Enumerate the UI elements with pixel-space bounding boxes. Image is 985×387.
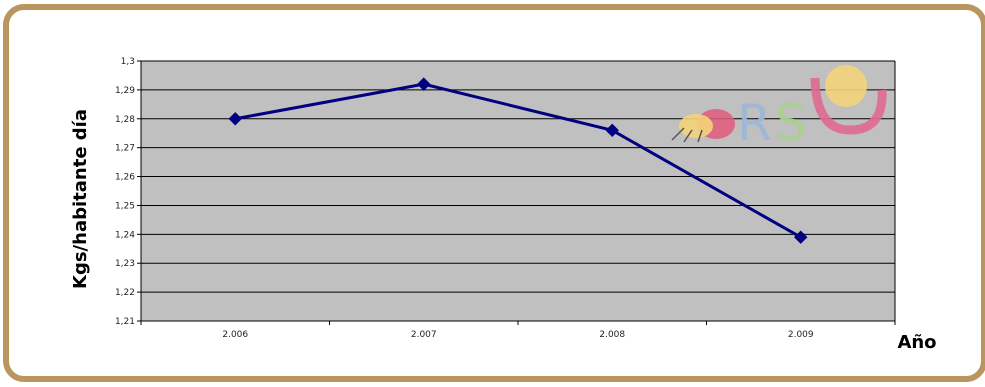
data-point-marker	[417, 77, 431, 91]
logo-text-s: S	[775, 94, 807, 152]
plot-area	[141, 61, 895, 321]
x-tick-label: 2.008	[599, 330, 625, 340]
data-point-marker	[605, 123, 619, 138]
series-line	[234, 82, 802, 239]
gridlines	[141, 60, 895, 293]
logo-bug-legs	[671, 127, 703, 143]
logo-bug	[679, 114, 713, 138]
x-axis-title: Año	[897, 332, 936, 353]
y-tick-label: 1,23	[115, 259, 135, 269]
y-tick-label: 1,27	[115, 144, 135, 154]
y-tick-label: 1,25	[115, 201, 135, 211]
data-point-marker	[228, 112, 242, 126]
x-tick-label: 2.006	[222, 330, 248, 340]
logo-sun	[825, 65, 867, 107]
x-tick-label: 2.009	[788, 330, 814, 340]
logo-text-u	[810, 77, 887, 135]
rsu-logo: R S	[671, 65, 887, 152]
y-tick-label: 1,21	[115, 317, 135, 327]
y-tick-label: 1,29	[115, 86, 135, 96]
series-layer	[228, 77, 808, 244]
x-tick-label: 2.007	[411, 330, 437, 340]
logo-text-r: R	[737, 94, 772, 152]
y-tick-label: 1,22	[115, 288, 135, 298]
axes	[137, 60, 896, 325]
y-tick-label: 1,26	[115, 173, 135, 183]
y-tick-label: 1,3	[121, 57, 135, 67]
data-point-marker	[794, 230, 808, 244]
y-tick-label: 1,24	[115, 230, 135, 240]
y-axis-title: Kgs/habitante día	[70, 109, 91, 289]
y-tick-label: 1,28	[115, 115, 135, 125]
tick-labels: 1,21 1,22 1,23 1,24 1,25 1,26 1,27 1,28 1,29 1,3 2…	[115, 57, 814, 340]
